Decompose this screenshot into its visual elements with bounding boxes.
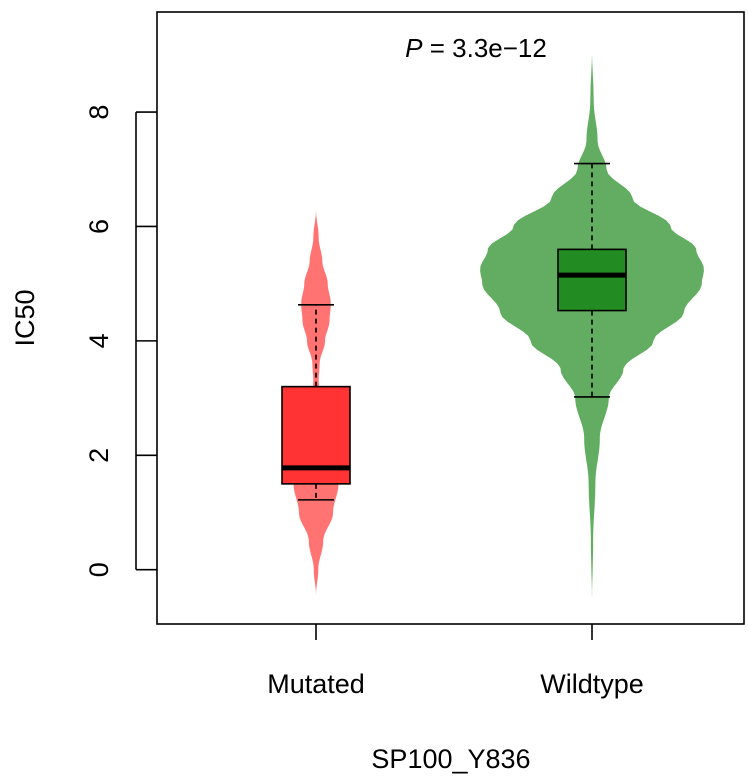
y-axis: 0 2 4 6 8 bbox=[84, 105, 157, 577]
x-tick-label: Mutated bbox=[267, 669, 365, 699]
y-tick-label: 4 bbox=[84, 333, 114, 348]
p-symbol: P bbox=[405, 33, 423, 63]
x-axis-title: SP100_Y836 bbox=[371, 744, 530, 774]
plot-frame bbox=[156, 11, 745, 625]
y-tick-label: 6 bbox=[84, 219, 114, 234]
box-wildtype bbox=[557, 248, 627, 312]
plot-area bbox=[281, 49, 704, 604]
x-axis: Mutated Wildtype bbox=[267, 624, 644, 699]
x-tick-label: Wildtype bbox=[540, 669, 644, 699]
y-tick-label: 2 bbox=[84, 448, 114, 463]
violin-wildtype bbox=[480, 49, 704, 604]
p-value: = 3.3e−12 bbox=[423, 33, 547, 63]
y-tick-label: 0 bbox=[84, 562, 114, 577]
p-value-annotation: P = 3.3e−12 bbox=[405, 33, 547, 63]
y-tick-label: 8 bbox=[84, 105, 114, 120]
y-axis-title: IC50 bbox=[10, 289, 40, 346]
